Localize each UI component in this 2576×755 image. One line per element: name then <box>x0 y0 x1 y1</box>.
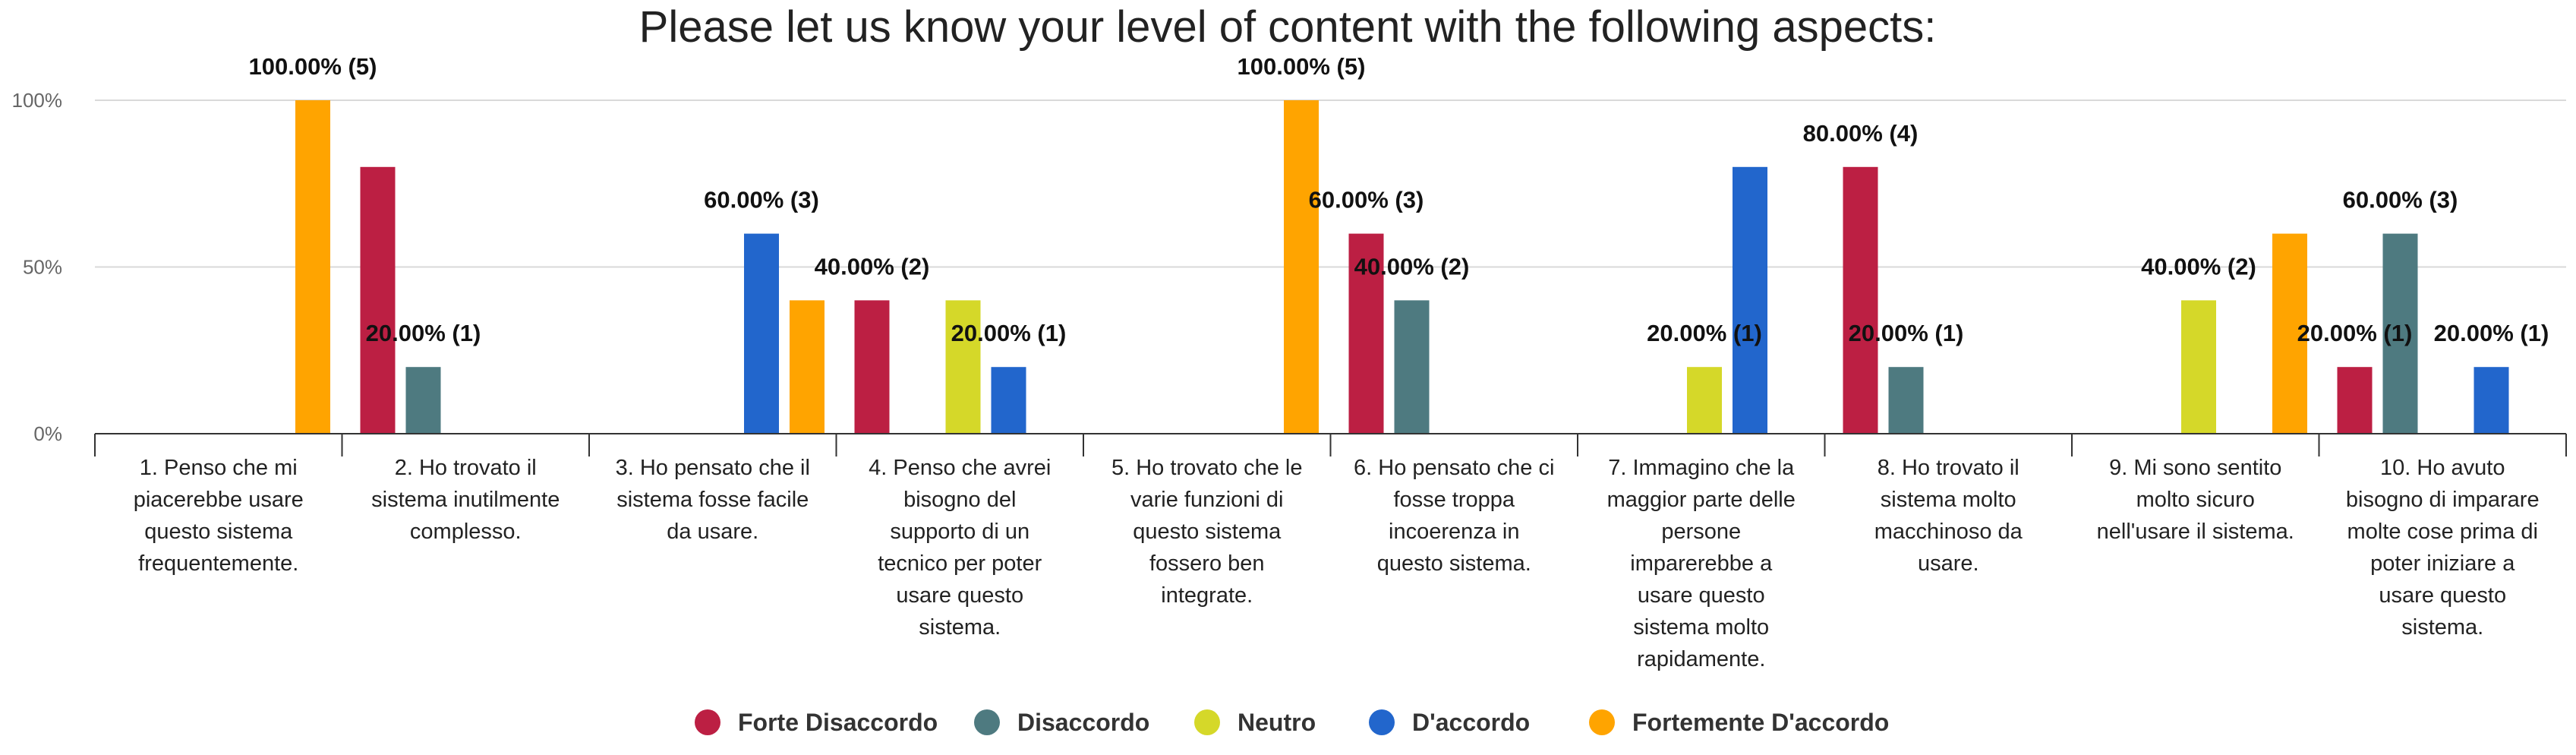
legend-label: Neutro <box>1238 709 1316 736</box>
bar <box>2382 233 2418 434</box>
data-label: 40.00% (2) <box>1354 253 1470 280</box>
category-label: 4. Penso che avrei bisogno del supporto di… <box>869 456 1051 640</box>
legend-label: Forte Disaccordo <box>738 709 938 736</box>
y-tick-label: 0% <box>33 422 62 445</box>
category-label: 7. Immagino che la maggior parte delle per… <box>1607 456 1796 671</box>
data-label: 20.00% (1) <box>1849 320 1964 346</box>
bar <box>2337 367 2373 434</box>
bar <box>1348 233 1384 434</box>
data-label: 20.00% (1) <box>1647 320 1762 346</box>
legend-swatch <box>1589 709 1615 735</box>
data-labels: 100.00% (5) 20.00% (1) 60.00% (3) 40.00% (2… <box>249 53 2549 346</box>
y-tick-label: 50% <box>23 256 62 279</box>
legend-label: Fortemente D'accordo <box>1632 709 1889 736</box>
data-label: 60.00% (3) <box>704 187 819 213</box>
category-labels: 1. Penso che mi piacerebbe usare questo si… <box>134 456 2540 671</box>
bars <box>295 100 2509 434</box>
bar <box>1284 100 1319 434</box>
data-label: 100.00% (5) <box>249 53 377 80</box>
chart-title: Please let us know your level of content… <box>639 2 1937 52</box>
bar <box>405 367 441 434</box>
category-label: 1. Penso che mi piacerebbe usare questo si… <box>134 456 304 576</box>
data-label: 20.00% (1) <box>366 320 481 346</box>
bar <box>1733 166 1767 434</box>
bar <box>295 100 330 434</box>
category-label: 8. Ho trovato il sistema molto macchinoso … <box>1874 456 2023 576</box>
data-label: 40.00% (2) <box>2141 253 2256 280</box>
category-label: 6. Ho pensato che ci fosse troppa incoeren… <box>1354 456 1554 576</box>
data-label: 100.00% (5) <box>1238 53 1366 80</box>
grid: 0% 50% 100% <box>12 89 2566 445</box>
y-tick-label: 100% <box>12 89 63 112</box>
bar <box>1687 367 1722 434</box>
bar <box>744 233 779 434</box>
bar <box>360 166 396 434</box>
category-label: 2. Ho trovato il sistema inutilmente compl… <box>371 456 560 544</box>
bar <box>2181 300 2216 434</box>
legend-label: Disaccordo <box>1017 709 1149 736</box>
bar <box>2474 367 2509 434</box>
category-label: 10. Ho avuto bisogno di imparare molte cos… <box>2346 456 2540 640</box>
category-label: 3. Ho pensato che il sistema fosse facile… <box>616 456 810 544</box>
category-label: 5. Ho trovato che le varie funzioni di que… <box>1111 456 1302 608</box>
legend-swatch <box>695 709 720 735</box>
data-label: 60.00% (3) <box>2343 187 2458 213</box>
legend: Forte Disaccordo Disaccordo Neutro D'accord… <box>695 709 1889 736</box>
legend-swatch <box>974 709 1000 735</box>
data-label: 40.00% (2) <box>815 253 930 280</box>
data-label: 20.00% (1) <box>2297 320 2413 346</box>
bar <box>991 367 1026 434</box>
legend-swatch <box>1369 709 1395 735</box>
bar <box>2272 233 2307 434</box>
bar <box>854 300 890 434</box>
category-label: 9. Mi sono sentito molto sicuro nell'usare… <box>2097 456 2294 544</box>
x-axis <box>94 433 2567 456</box>
data-label: 60.00% (3) <box>1309 187 1424 213</box>
data-label: 20.00% (1) <box>2434 320 2549 346</box>
bar <box>1394 300 1430 434</box>
data-label: 20.00% (1) <box>951 320 1067 346</box>
bar <box>945 300 981 434</box>
bar <box>790 300 825 434</box>
data-label: 80.00% (4) <box>1803 120 1919 147</box>
bar <box>1888 367 1924 434</box>
legend-swatch <box>1194 709 1220 735</box>
bar <box>1843 166 1878 434</box>
legend-label: D'accordo <box>1412 709 1530 736</box>
